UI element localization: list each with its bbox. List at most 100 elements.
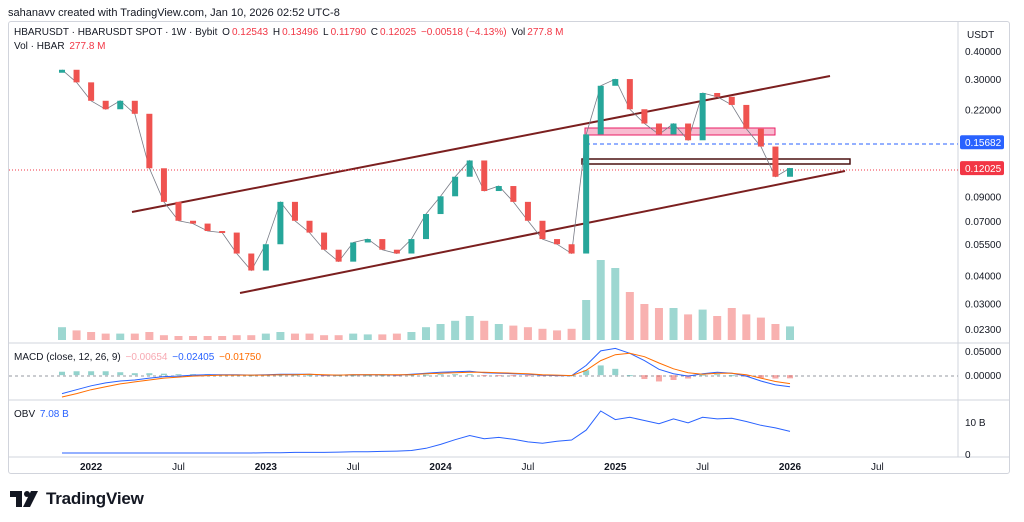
support-zone-box[interactable] <box>581 158 851 165</box>
price-candle <box>612 79 619 86</box>
macd-histogram-bar <box>510 375 517 377</box>
level-price-badge: 0.15682 <box>960 135 1004 150</box>
volume-bar <box>727 308 736 340</box>
macd-histogram-bar <box>423 374 429 376</box>
macd-histogram-bar <box>685 375 692 379</box>
price-badge-bg <box>960 161 1004 176</box>
volume-bar <box>422 327 430 340</box>
macd-histogram-bar <box>699 374 706 376</box>
macd-histogram-bar <box>612 368 619 376</box>
macd-hist-value: −0.00654 <box>125 352 168 363</box>
price-candle <box>408 239 415 254</box>
price-candle <box>568 244 575 254</box>
volume-bar <box>305 333 314 340</box>
price-candle <box>626 79 633 110</box>
last-price-badge: 0.12025 <box>960 161 1004 176</box>
tradingview-logo[interactable]: TradingView <box>10 489 144 509</box>
time-axis-label: 2023 <box>255 462 278 473</box>
price-candle <box>452 176 459 197</box>
price-candle <box>233 232 240 254</box>
volume-bar <box>625 292 634 340</box>
volume-bar <box>261 333 270 340</box>
obv-axis-label: 0 <box>965 450 971 461</box>
price-candle <box>379 239 386 250</box>
volume-bar <box>640 304 649 340</box>
volume-bar <box>786 326 794 340</box>
macd-histogram-bar <box>757 375 764 379</box>
volume-bar <box>451 320 460 340</box>
chart-frame <box>8 21 1010 474</box>
open-label: O <box>222 27 230 38</box>
macd-label[interactable]: MACD (close, 12, 26, 9) <box>14 352 121 363</box>
volume-bar <box>378 334 387 340</box>
price-candle <box>699 92 706 141</box>
macd-histogram-bar <box>335 375 342 377</box>
currency-label: USDT <box>967 30 994 41</box>
volume-bar <box>349 333 358 340</box>
price-candle <box>291 201 298 221</box>
macd-histogram-bar <box>539 375 546 377</box>
obv-label[interactable]: OBV <box>14 409 36 420</box>
volume-bar <box>771 324 780 340</box>
macd-histogram-bar <box>117 372 124 376</box>
macd-line-value: −0.02405 <box>172 352 215 363</box>
volume-bar <box>334 335 343 340</box>
price-candle <box>262 244 269 271</box>
price-series <box>59 69 793 272</box>
price-candle <box>423 214 429 240</box>
macd-histogram-bar <box>641 375 648 380</box>
price-candle <box>146 113 153 169</box>
price-candle <box>175 201 182 221</box>
vol-value: 277.8 M <box>527 27 564 38</box>
macd-histogram-bar <box>626 375 633 377</box>
price-candle <box>743 104 750 129</box>
volume-bar <box>407 332 416 340</box>
macd-histogram-bar <box>437 374 444 376</box>
macd-histogram-bar <box>306 375 313 377</box>
volume-legend-label[interactable]: Vol · HBAR <box>14 41 65 52</box>
volume-bar <box>509 325 518 340</box>
time-axis-label: Jul <box>172 462 185 473</box>
volume-bar <box>232 335 241 340</box>
volume-bar <box>480 320 489 340</box>
volume-bar <box>58 327 66 340</box>
macd-histogram-bar <box>583 370 590 376</box>
channel-upper-line[interactable] <box>131 75 831 213</box>
volume-bar <box>669 308 678 340</box>
macd-axis-label: 0.00000 <box>965 371 1002 382</box>
price-candle <box>757 128 764 147</box>
price-badge-text: 0.15682 <box>965 138 1002 149</box>
price-candle <box>583 134 590 254</box>
price-candle <box>131 100 138 114</box>
high-label: H <box>272 27 281 38</box>
volume-bar <box>72 330 81 340</box>
volume-bar <box>101 333 110 340</box>
chart-credit: sahanavv created with TradingView.com, J… <box>8 7 340 19</box>
price-axis-label: 0.09000 <box>965 192 1002 203</box>
macd-histogram-bar <box>131 373 138 376</box>
price-axis-label: 0.03000 <box>965 299 1002 310</box>
volume-bar <box>436 324 445 340</box>
macd-histogram-bar <box>102 371 109 376</box>
price-candle <box>728 96 735 105</box>
tradingview-logo-text: TradingView <box>46 489 144 508</box>
price-candle <box>655 123 662 135</box>
price-candle <box>539 220 546 240</box>
price-candle <box>306 220 313 233</box>
macd-histogram-bar <box>321 375 328 377</box>
axes: 0.40000 0.30000 0.22000 0.15682 0.12025 0.090… <box>80 47 1004 473</box>
volume-bar <box>159 335 168 340</box>
time-axis-label: 2022 <box>80 462 103 473</box>
obv-axis-label: 10 B <box>965 418 986 429</box>
macd-histogram-bar <box>787 375 793 379</box>
symbol-label[interactable]: HBARUSDT · HBARUSDT SPOT · 1W · Bybit <box>14 27 218 38</box>
volume-bar <box>465 316 474 340</box>
price-candle <box>597 85 604 135</box>
macd-histogram-bar <box>73 371 80 376</box>
price-candle <box>466 160 473 177</box>
price-candle <box>364 239 371 243</box>
price-candle <box>277 201 284 245</box>
price-candle <box>102 100 109 110</box>
low-value: 0.11790 <box>330 27 367 38</box>
